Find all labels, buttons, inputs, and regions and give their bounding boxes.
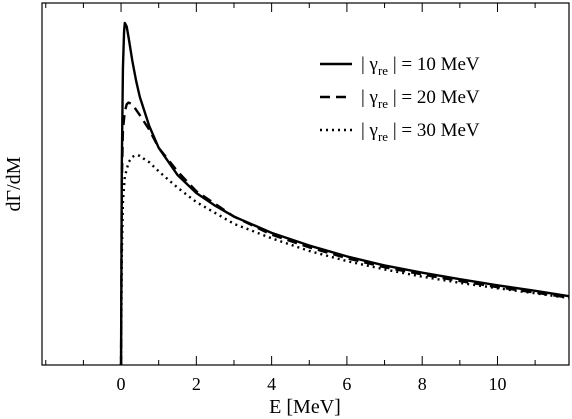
- x-ticks: [45, 3, 536, 365]
- x-tick-label: 0: [117, 374, 126, 394]
- legend-label: | γre | = 20 MeV: [361, 87, 480, 111]
- series-line-1: [119, 21, 570, 366]
- legend: | γre | = 10 MeV | γre | = 20 MeV | γre | …: [320, 54, 480, 144]
- legend-label: | γre | = 10 MeV: [361, 54, 480, 78]
- plot-frame: [41, 2, 570, 366]
- series-line-2: [119, 101, 570, 366]
- x-axis-label: E [MeV]: [269, 396, 341, 418]
- legend-label: | γre | = 30 MeV: [361, 120, 480, 144]
- x-tick-label: 6: [342, 374, 351, 394]
- x-tick-label: 10: [488, 374, 506, 394]
- series-lines: [119, 21, 570, 366]
- x-tick-label: 4: [267, 374, 276, 394]
- x-tick-labels: 0 2 4 6 8 10: [117, 374, 507, 394]
- x-tick-label: 8: [418, 374, 427, 394]
- x-tick-label: 2: [192, 374, 201, 394]
- y-axis-label: dΓ/dM: [3, 156, 25, 211]
